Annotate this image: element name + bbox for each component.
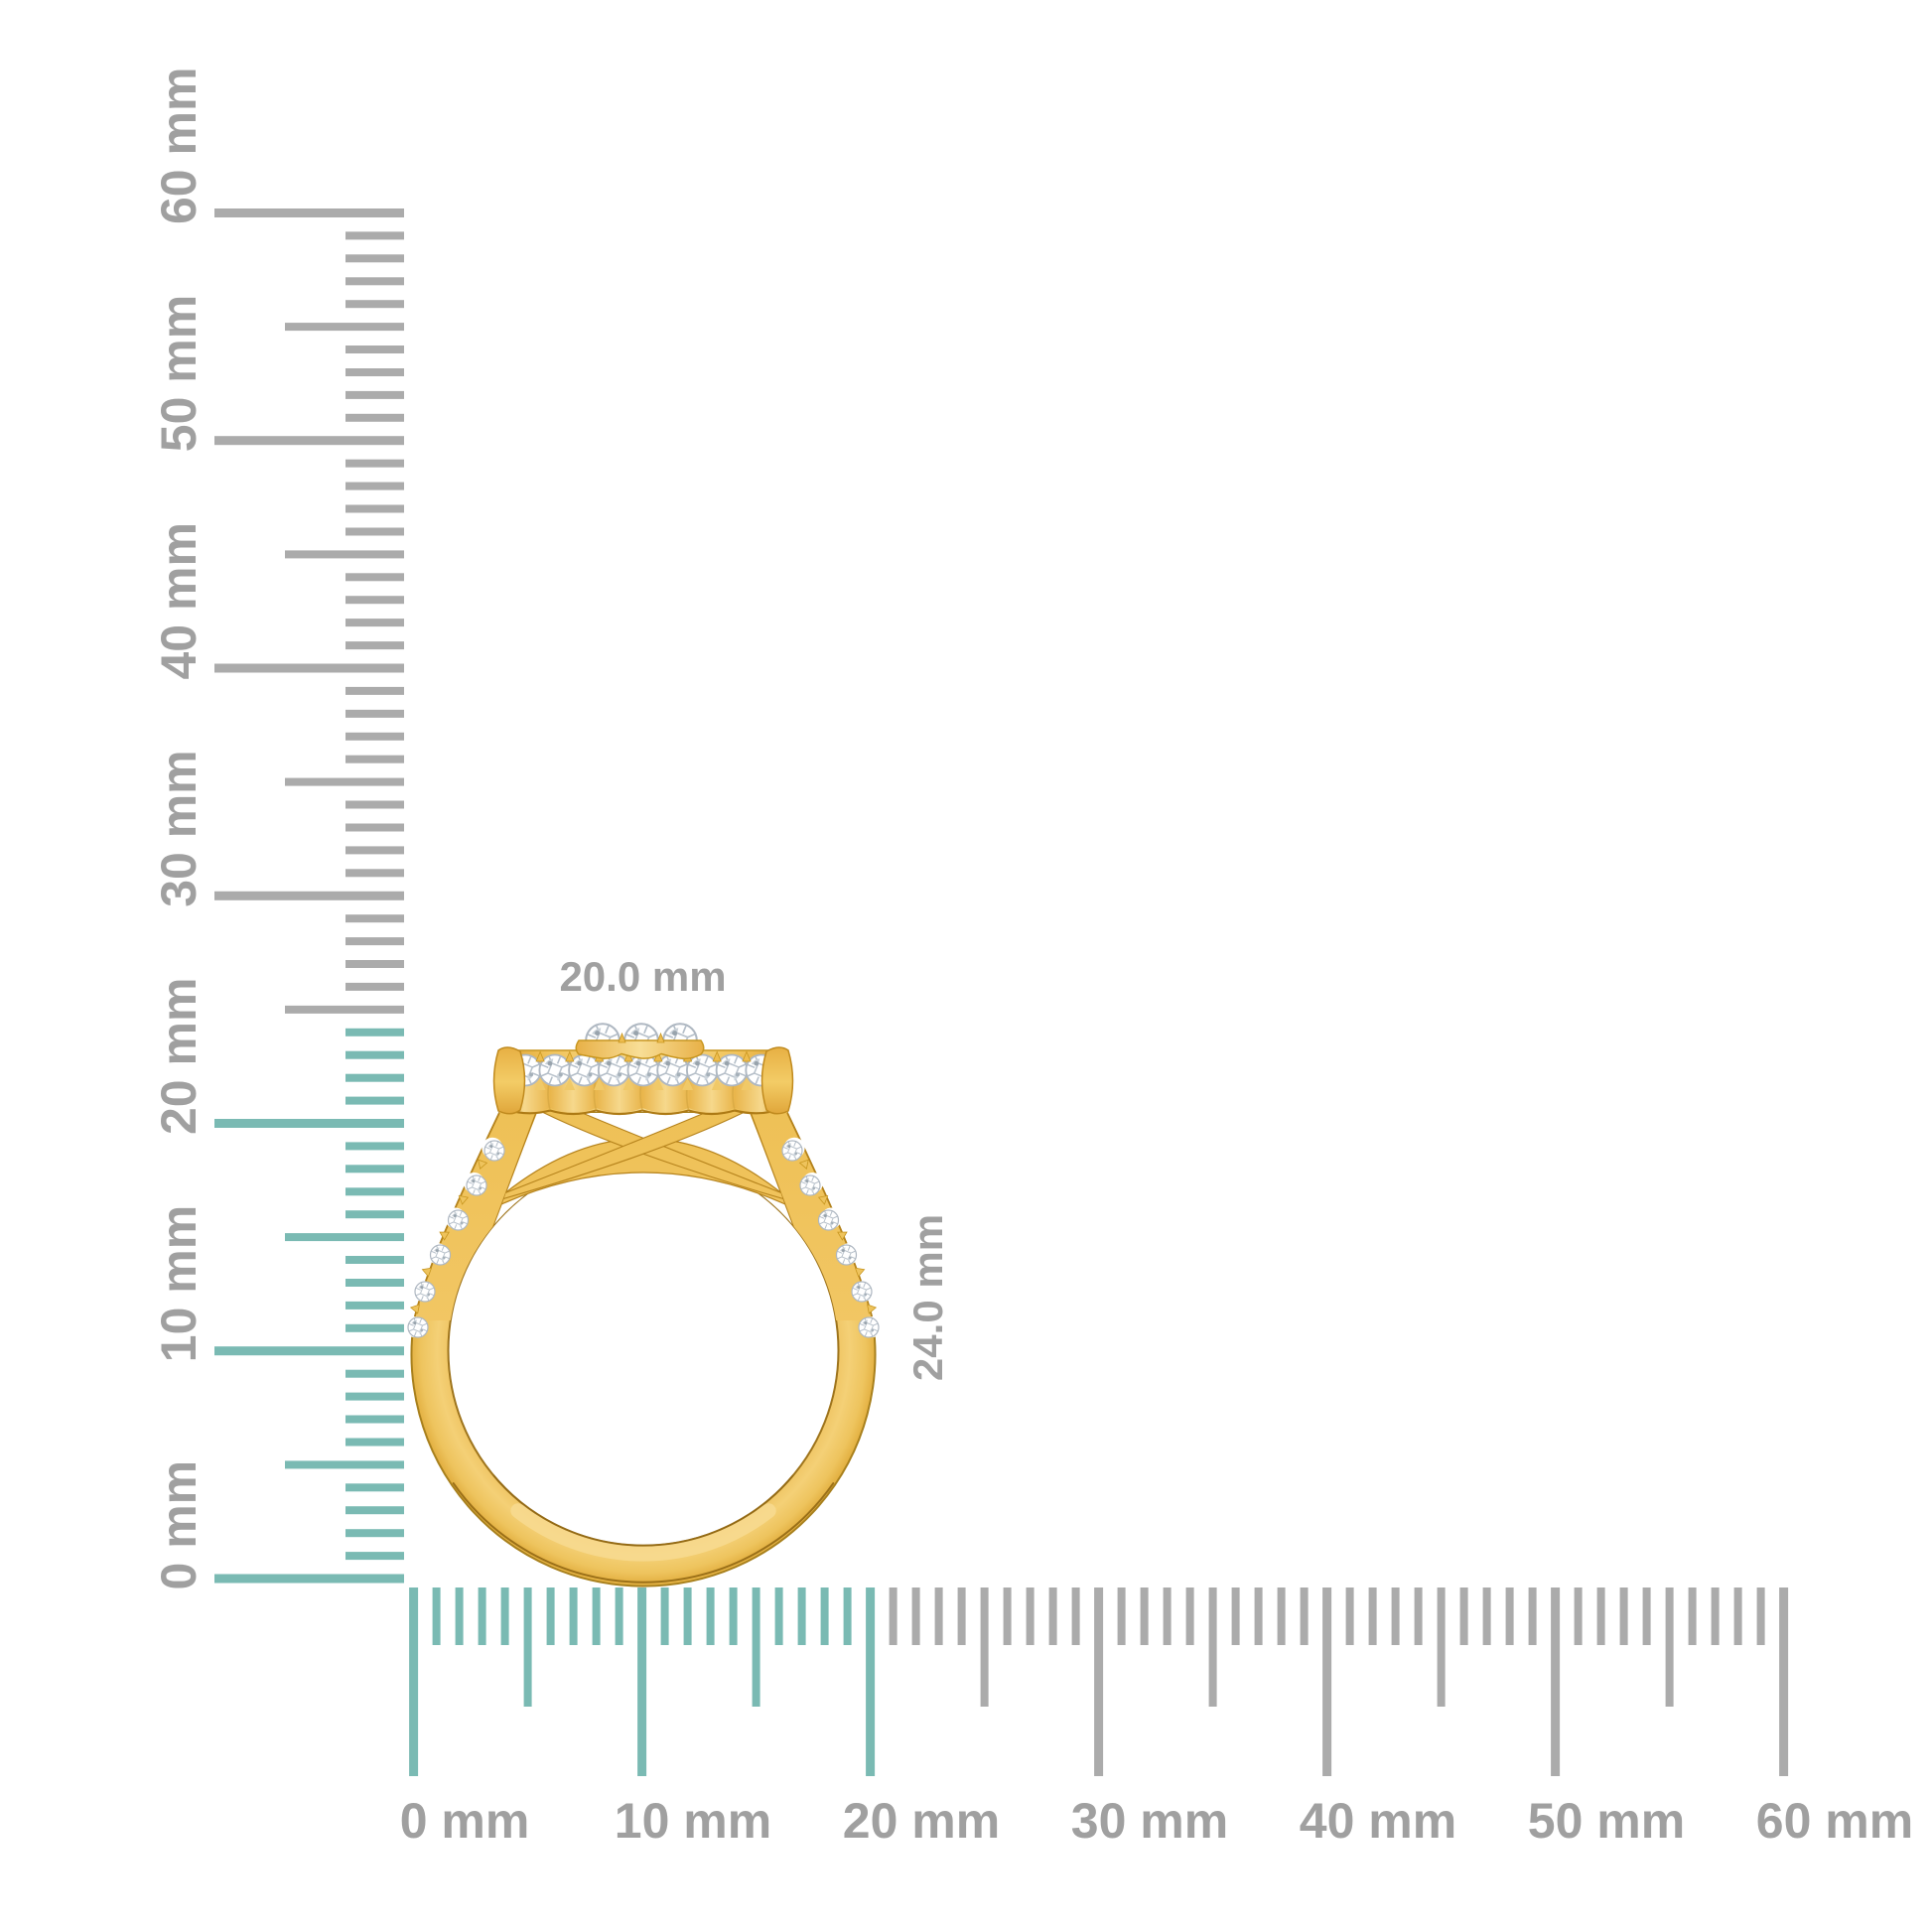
svg-text:0 mm: 0 mm bbox=[400, 1793, 530, 1849]
svg-text:10 mm: 10 mm bbox=[151, 1205, 207, 1362]
svg-text:24.0 mm: 24.0 mm bbox=[904, 1214, 951, 1381]
svg-text:50 mm: 50 mm bbox=[1528, 1793, 1685, 1849]
svg-text:0 mm: 0 mm bbox=[151, 1460, 207, 1590]
svg-text:50 mm: 50 mm bbox=[151, 295, 207, 452]
svg-text:30 mm: 30 mm bbox=[1071, 1793, 1228, 1849]
svg-text:60 mm: 60 mm bbox=[151, 68, 207, 224]
svg-text:30 mm: 30 mm bbox=[151, 750, 207, 906]
svg-text:20 mm: 20 mm bbox=[151, 978, 207, 1135]
svg-text:40 mm: 40 mm bbox=[1300, 1793, 1456, 1849]
svg-text:10 mm: 10 mm bbox=[615, 1793, 771, 1849]
svg-text:20.0 mm: 20.0 mm bbox=[559, 953, 726, 1000]
svg-text:40 mm: 40 mm bbox=[151, 522, 207, 679]
svg-text:20 mm: 20 mm bbox=[843, 1793, 1000, 1849]
svg-text:60 mm: 60 mm bbox=[1756, 1793, 1913, 1849]
